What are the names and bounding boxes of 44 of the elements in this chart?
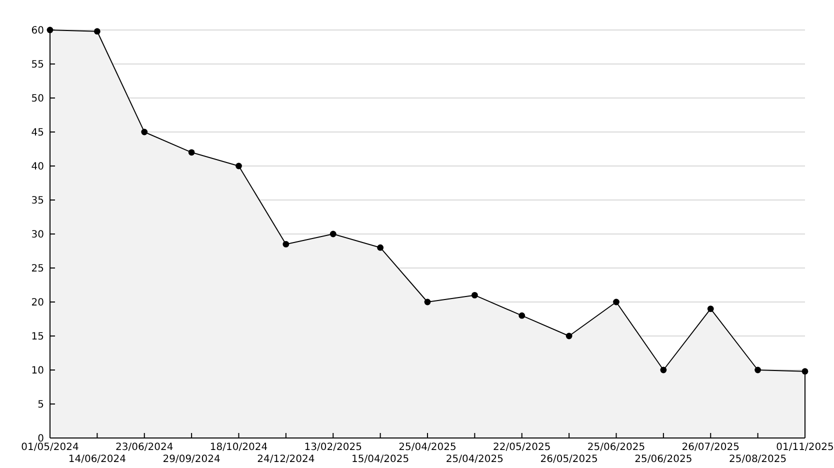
x-tick-label: 15/04/2025 bbox=[351, 454, 410, 465]
x-tick-label: 24/12/2024 bbox=[257, 454, 315, 465]
point bbox=[424, 298, 431, 306]
x-tick-label: 25/06/2025 bbox=[587, 442, 646, 453]
x-tick-label: 23/06/2024 bbox=[116, 442, 174, 453]
y-tick-label: 55 bbox=[31, 60, 44, 70]
point bbox=[330, 230, 336, 238]
x-tick-label: 25/04/2025 bbox=[398, 442, 456, 453]
y-tick-label: 35 bbox=[31, 196, 44, 206]
x-tick-label: 25/04/2025 bbox=[446, 454, 504, 465]
point bbox=[660, 366, 667, 374]
x-tick-label: 25/08/2025 bbox=[728, 454, 787, 465]
point bbox=[282, 241, 290, 248]
y-tick-label: 40 bbox=[31, 162, 44, 172]
x-tick-label: 18/10/2024 bbox=[210, 442, 268, 453]
y-tick-label: 25 bbox=[31, 264, 44, 274]
point bbox=[94, 28, 100, 35]
x-tick-label: 29/09/2024 bbox=[162, 454, 220, 465]
y-tick-label: 15 bbox=[31, 332, 44, 342]
x-tick-label: 22/05/2025 bbox=[493, 442, 551, 453]
y-tick-label: 50 bbox=[31, 94, 44, 104]
point bbox=[566, 332, 572, 340]
y-tick-label: 10 bbox=[31, 366, 44, 376]
point bbox=[377, 244, 384, 251]
x-tick-label: 25/06/2025 bbox=[634, 454, 692, 465]
point bbox=[236, 162, 242, 170]
x-tick-label: 26/07/2025 bbox=[682, 442, 740, 453]
x-tick-label: 01/05/2024 bbox=[21, 442, 79, 453]
x-tick-label: 14/06/2024 bbox=[68, 454, 126, 465]
x-tick-label: 13/02/2025 bbox=[304, 442, 362, 453]
y-tick-label: 30 bbox=[31, 230, 44, 240]
y-tick-label: 45 bbox=[31, 128, 44, 138]
point bbox=[471, 292, 478, 298]
point bbox=[518, 312, 526, 319]
point bbox=[188, 149, 195, 156]
point bbox=[754, 366, 762, 374]
y-tick-label: 60 bbox=[31, 26, 44, 36]
y-tick-label: 20 bbox=[31, 298, 44, 308]
x-tick-label: 26/05/2025 bbox=[540, 454, 598, 465]
y-tick-label: 5 bbox=[38, 400, 44, 410]
x-tick-label: 01/11/2025 bbox=[776, 442, 834, 453]
point bbox=[141, 128, 148, 136]
point bbox=[707, 306, 714, 312]
point bbox=[613, 298, 620, 306]
